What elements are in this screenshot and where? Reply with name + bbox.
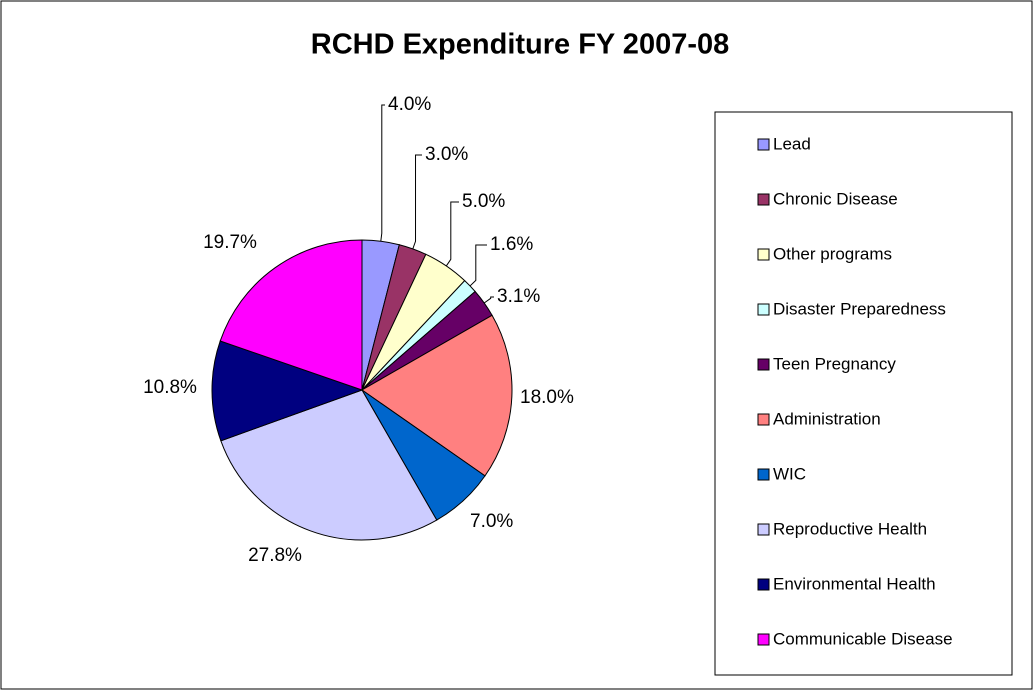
legend-swatch [757,138,770,151]
legend-label: Chronic Disease [773,189,898,208]
data-label: 5.0% [462,191,505,212]
legend-label: Teen Pregnancy [773,354,896,373]
data-label: 3.0% [425,144,468,165]
data-label: 19.7% [203,232,257,253]
legend-swatch [757,523,770,536]
data-label: 4.0% [388,94,431,115]
legend-label: Communicable Disease [773,629,953,648]
legend-label: Reproductive Health [773,519,927,538]
legend-swatch [757,303,770,316]
chart-title: RCHD Expenditure FY 2007-08 [311,29,730,61]
pie-slice [219,239,363,391]
legend-swatch [757,193,770,206]
leader-line [469,244,487,287]
legend-label: Administration [773,409,881,428]
data-label: 18.0% [520,387,574,408]
legend-swatch [757,578,770,591]
data-label: 7.0% [470,511,513,532]
legend-label: Environmental Health [773,574,936,593]
leader-line [445,201,459,267]
pie-slice [211,340,364,442]
legend-label: Other programs [773,244,892,263]
legend-swatch [757,633,770,646]
data-label: 3.1% [497,286,540,307]
leader-line [380,104,385,242]
legend-swatch [757,248,770,261]
data-label: 1.6% [490,234,533,255]
legend-label: Lead [773,134,811,153]
leader-line [483,296,494,304]
legend-swatch [757,413,770,426]
pie-slice [361,314,513,477]
data-label: 10.8% [143,377,197,398]
legend-label: Disaster Preparedness [773,299,946,318]
legend-swatch [757,358,770,371]
pie-slice [220,389,438,541]
data-label: 27.8% [248,545,302,566]
leader-line [412,154,422,250]
legend-label: WIC [773,464,806,483]
legend-swatch [757,468,770,481]
